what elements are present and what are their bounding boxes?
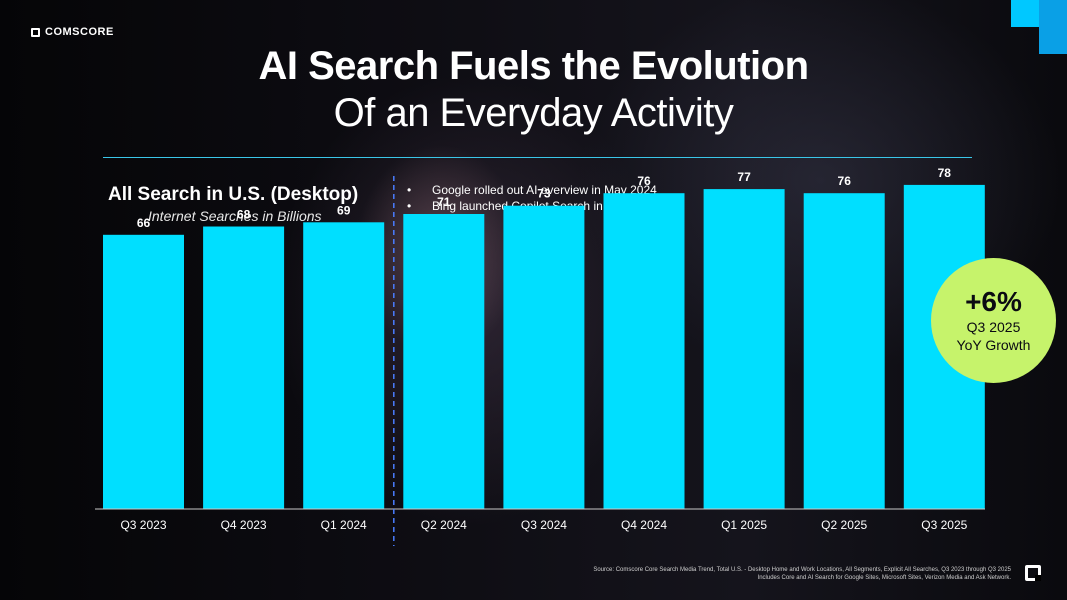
growth-label: YoY Growth xyxy=(956,337,1031,353)
brand-logo: COMSCORE xyxy=(31,26,114,38)
corner-accent-block xyxy=(1011,0,1039,27)
x-tick-label: Q1 2024 xyxy=(321,518,367,532)
source-line: Source: Comscore Core Search Media Trend… xyxy=(593,567,1011,573)
note-item: Google rolled out AI overview in May 202… xyxy=(407,182,659,198)
footer-logo-icon xyxy=(1025,565,1041,581)
bar-value-label: 69 xyxy=(337,203,351,217)
growth-value: +6% xyxy=(965,286,1022,317)
brand-name: COMSCORE xyxy=(45,26,114,38)
x-tick-label: Q4 2024 xyxy=(621,518,667,532)
bar-value-label: 78 xyxy=(938,166,952,180)
chart-title: All Search in U.S. (Desktop) xyxy=(108,184,359,205)
bar-q1-2025 xyxy=(703,189,785,509)
corner-accent-block-tall xyxy=(1039,0,1067,54)
yoy-growth-badge: +6% Q3 2025 YoY Growth xyxy=(931,258,1056,383)
x-tick-label: Q2 2025 xyxy=(821,518,867,532)
bar-value-label: 71 xyxy=(437,195,451,209)
bar-value-label: 76 xyxy=(637,174,651,188)
slide-title: AI Search Fuels the Evolution xyxy=(258,44,809,88)
x-tick-label: Q3 2024 xyxy=(521,518,567,532)
bar-q2-2025 xyxy=(803,193,885,509)
bar-value-label: 68 xyxy=(237,208,251,222)
bar-q2-2024 xyxy=(403,214,485,509)
bar-value-label: 66 xyxy=(137,216,151,230)
x-tick-label: Q3 2023 xyxy=(120,518,166,532)
x-tick-label: Q1 2025 xyxy=(721,518,767,532)
slide-subtitle: Of an Everyday Activity xyxy=(333,91,734,135)
bar-value-label: 76 xyxy=(838,174,852,188)
bar-q4-2023 xyxy=(203,226,285,509)
bar-q3-2024 xyxy=(503,205,585,509)
x-tick-label: Q3 2025 xyxy=(921,518,967,532)
title-divider-rule xyxy=(103,157,972,158)
bar-q1-2024 xyxy=(303,222,385,510)
bar-value-label: 73 xyxy=(537,187,551,201)
chart-subtitle: Internet Searches in Billions xyxy=(148,208,322,224)
bar-q4-2024 xyxy=(603,193,685,509)
bar-q3-2023 xyxy=(103,234,184,510)
x-tick-label: Q4 2023 xyxy=(221,518,267,532)
source-line: Includes Core and AI Search for Google S… xyxy=(757,575,1011,581)
growth-period: Q3 2025 xyxy=(966,319,1021,335)
source-footnote: Source: Comscore Core Search Media Trend… xyxy=(491,566,1011,582)
logo-mark-icon xyxy=(31,27,40,37)
bar-value-label: 77 xyxy=(737,170,751,184)
x-tick-label: Q2 2024 xyxy=(421,518,467,532)
